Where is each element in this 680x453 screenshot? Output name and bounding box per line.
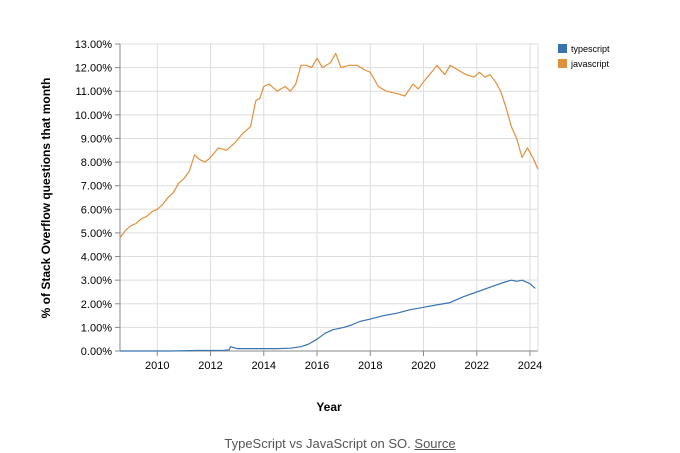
legend-swatch-typescript — [558, 44, 567, 53]
caption-text: TypeScript vs JavaScript on SO. — [224, 436, 415, 451]
y-tick-label: 11.00% — [76, 86, 113, 98]
y-tick-label: 2.00% — [81, 299, 112, 311]
y-axis: 0.00% 1.00% 2.00% 3.00% 4.00% 5.00% 6.00% 7.00%… — [75, 39, 120, 358]
series-lines — [119, 52, 539, 352]
legend-swatch-javascript — [558, 59, 567, 68]
y-tick-label: 10.00% — [75, 110, 113, 122]
x-tick-label: 2016 — [305, 360, 329, 372]
x-tick-label: 2022 — [465, 360, 489, 372]
y-tick-label: 7.00% — [81, 181, 112, 193]
line-chart: 0.00% 1.00% 2.00% 3.00% 4.00% 5.00% 6.00% 7.00%… — [39, 39, 610, 414]
x-tick-label: 2012 — [198, 360, 222, 372]
plot-frame — [119, 44, 539, 352]
x-tick-label: 2024 — [518, 360, 542, 372]
x-tick-label: 2018 — [358, 360, 382, 372]
grid-lines — [120, 43, 538, 352]
series-line-javascript — [119, 52, 539, 238]
source-link[interactable]: Source — [414, 436, 456, 451]
y-tick-label: 1.00% — [81, 322, 112, 334]
y-tick-label: 13.00% — [75, 39, 113, 51]
figure-caption: TypeScript vs JavaScript on SO. Source — [0, 436, 680, 451]
y-tick-label: 5.00% — [81, 228, 112, 240]
legend-label-javascript: javascript — [570, 59, 610, 69]
x-tick-label: 2010 — [145, 360, 169, 372]
y-tick-label: 0.00% — [81, 346, 112, 358]
y-tick-label: 6.00% — [81, 204, 112, 216]
y-tick-label: 12.00% — [75, 63, 113, 75]
x-axis-title: Year — [316, 400, 342, 414]
y-tick-label: 9.00% — [81, 133, 112, 145]
y-axis-title: % of Stack Overflow questions that month — [39, 78, 53, 319]
y-tick-label: 3.00% — [81, 275, 112, 287]
series-line-typescript — [120, 279, 536, 352]
x-tick-label: 2020 — [411, 360, 435, 372]
legend-label-typescript: typescript — [571, 44, 610, 54]
x-tick-label: 2014 — [252, 360, 276, 372]
y-tick-label: 8.00% — [81, 157, 112, 169]
x-axis: 2010 2012 2014 2016 2018 2020 2022 2024 — [145, 351, 542, 372]
y-tick-label: 4.00% — [81, 252, 112, 264]
legend: typescript javascript — [558, 44, 610, 69]
